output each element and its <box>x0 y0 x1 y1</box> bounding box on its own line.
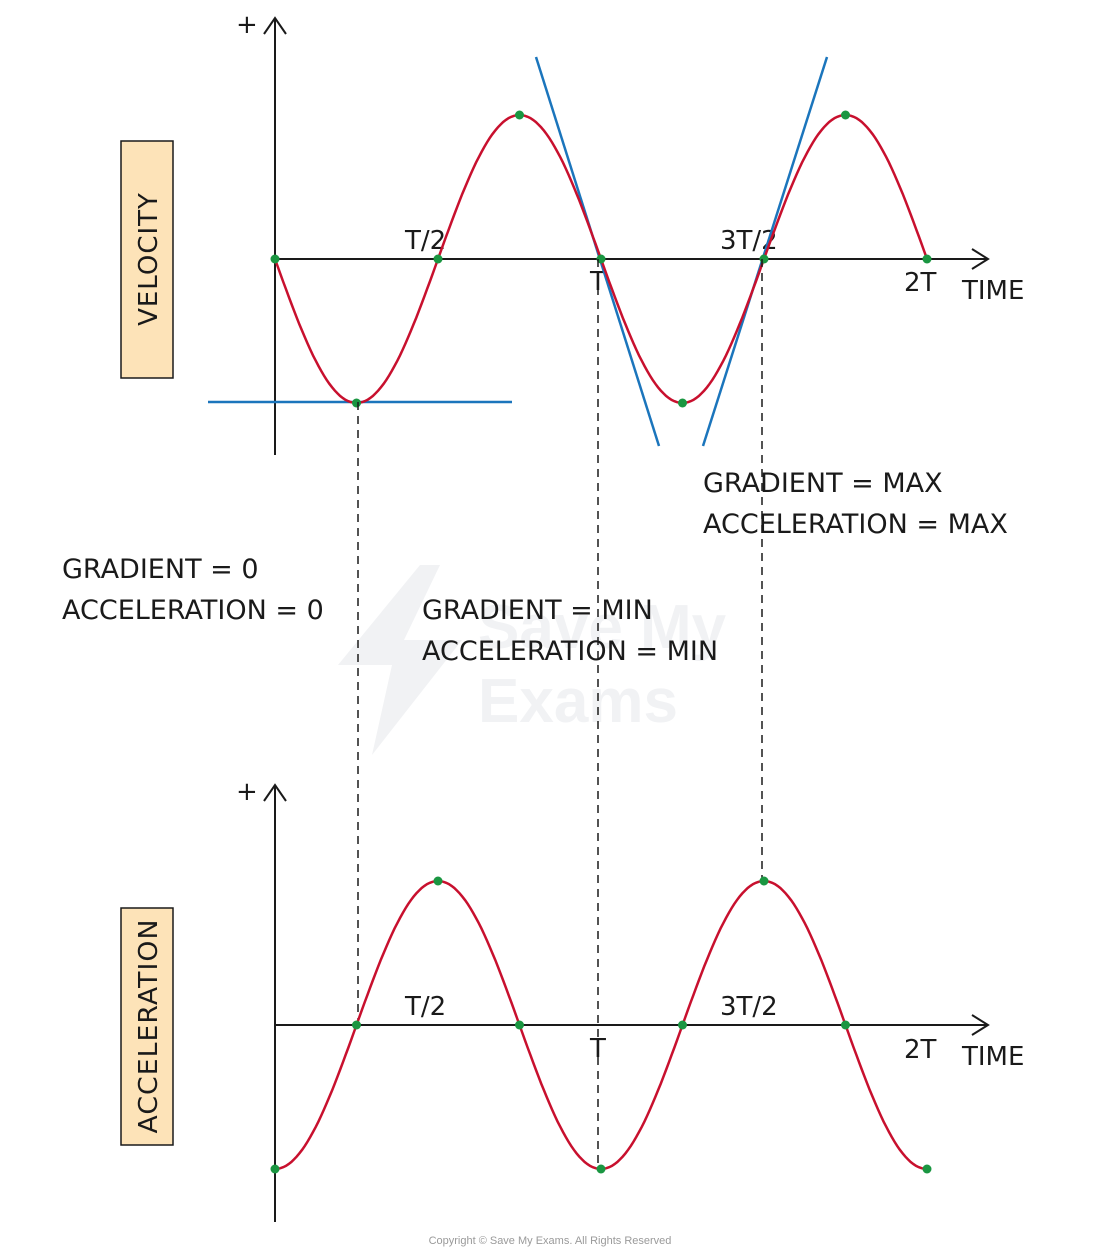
velocity-data-point-8 <box>922 254 932 264</box>
acceleration-data-point-5 <box>678 1020 687 1030</box>
acceleration-data-point-6 <box>759 876 769 886</box>
copyright-notice: Copyright © Save My Exams. All Rights Re… <box>429 1235 672 1247</box>
acceleration-axis-label: ACCELERATION <box>134 919 164 1134</box>
velocity-tick-period: T <box>589 267 606 297</box>
acceleration-data-point-4 <box>596 1164 606 1174</box>
velocity-axis-label: VELOCITY <box>134 192 164 326</box>
acceleration-tick-period: T <box>589 1034 606 1064</box>
acceleration-data-point-8 <box>922 1164 932 1174</box>
acceleration-data-point-7 <box>841 1020 850 1030</box>
velocity-graph: VELOCITY + TIME T/2 T 3T/2 2T <box>120 10 1024 455</box>
annotation-zero-gradient: GRADIENT = 0 <box>62 554 259 585</box>
velocity-x-arrowhead <box>971 248 990 270</box>
acceleration-data-point-1 <box>352 1020 361 1030</box>
velocity-tick-half-period: T/2 <box>404 226 446 256</box>
annotations: GRADIENT = 0 ACCELERATION = 0 GRADIENT =… <box>62 468 1008 667</box>
acceleration-plus-label: + <box>236 777 258 807</box>
velocity-tick-two-period: 2T <box>904 268 937 298</box>
acceleration-points <box>270 876 932 1174</box>
annotation-zero-acceleration: ACCELERATION = 0 <box>62 595 324 626</box>
watermark: Save My Exams <box>338 565 727 755</box>
velocity-data-point-1 <box>352 398 361 408</box>
acceleration-data-point-2 <box>433 876 443 886</box>
velocity-data-point-5 <box>678 398 687 408</box>
acceleration-graph: ACCELERATION + TIME T/2 T 3T/2 2T <box>120 777 1024 1222</box>
velocity-data-point-2 <box>433 254 443 264</box>
acceleration-x-arrowhead <box>971 1014 990 1036</box>
acceleration-tick-three-half-period: 3T/2 <box>720 992 778 1022</box>
annotation-max-gradient: GRADIENT = MAX <box>703 468 943 499</box>
watermark-bolt-icon <box>338 565 462 755</box>
acceleration-y-arrowhead <box>263 783 287 802</box>
watermark-line2: Exams <box>478 667 678 736</box>
annotation-min-gradient: GRADIENT = MIN <box>422 595 653 626</box>
velocity-data-point-0 <box>270 254 280 264</box>
acceleration-data-point-3 <box>515 1020 524 1030</box>
velocity-label-box <box>120 140 174 379</box>
guide-lines <box>357 259 763 1170</box>
velocity-y-arrowhead <box>263 16 287 35</box>
acceleration-tick-two-period: 2T <box>904 1035 937 1065</box>
acceleration-tick-half-period: T/2 <box>404 992 446 1022</box>
velocity-plus-label: + <box>236 10 258 40</box>
acceleration-time-label: TIME <box>961 1042 1024 1072</box>
annotation-max-acceleration: ACCELERATION = MAX <box>703 509 1008 540</box>
velocity-data-point-3 <box>515 110 524 120</box>
acceleration-data-point-0 <box>270 1164 280 1174</box>
tangent-max-gradient <box>701 56 829 447</box>
acceleration-label-box <box>120 907 174 1146</box>
velocity-data-point-6 <box>759 254 769 264</box>
watermark-line1: Save My <box>478 593 727 662</box>
velocity-data-point-7 <box>841 110 850 120</box>
velocity-time-label: TIME <box>961 276 1024 306</box>
annotation-min-acceleration: ACCELERATION = MIN <box>422 636 718 667</box>
